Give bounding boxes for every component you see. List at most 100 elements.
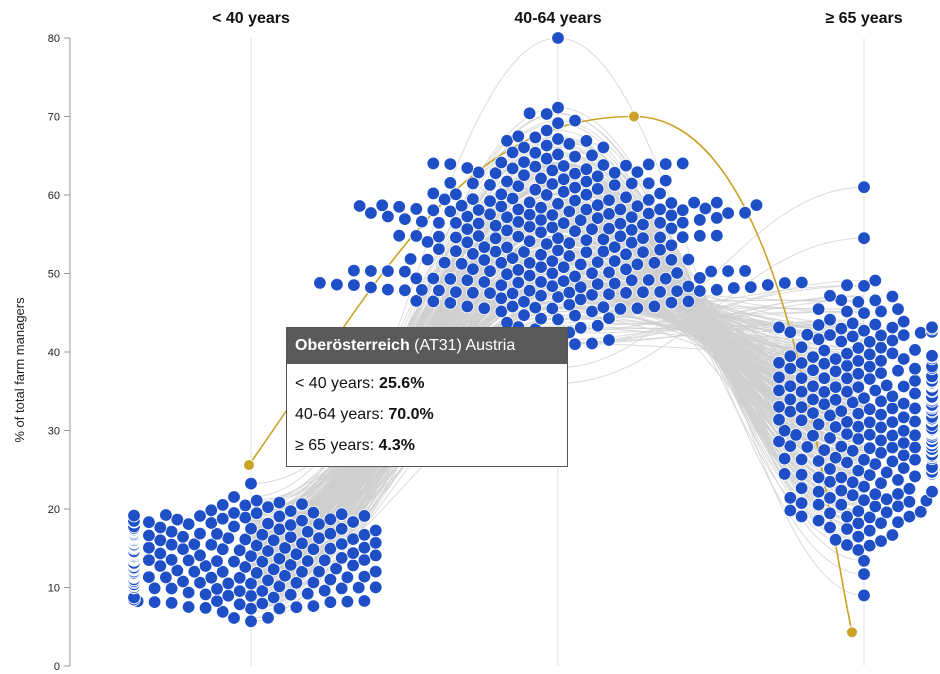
region-dot[interactable] xyxy=(164,581,179,596)
region-dot[interactable] xyxy=(794,340,809,355)
region-dot[interactable] xyxy=(840,346,854,361)
region-dot[interactable] xyxy=(545,254,560,268)
region-dot[interactable] xyxy=(181,517,196,531)
region-dot[interactable] xyxy=(664,238,679,253)
region-dot[interactable] xyxy=(885,289,900,304)
region-dot[interactable] xyxy=(449,187,463,202)
region-dot[interactable] xyxy=(568,113,582,128)
region-dot[interactable] xyxy=(557,172,571,186)
region-dot[interactable] xyxy=(619,190,633,205)
region-dot[interactable] xyxy=(880,492,894,506)
region-dot[interactable] xyxy=(454,257,469,271)
region-dot[interactable] xyxy=(522,256,537,270)
region-dot[interactable] xyxy=(596,232,611,247)
region-dot[interactable] xyxy=(789,428,803,442)
region-dot[interactable] xyxy=(834,439,849,454)
region-dot[interactable] xyxy=(613,302,628,316)
region-dot[interactable] xyxy=(420,235,435,249)
region-dot[interactable] xyxy=(874,341,888,355)
region-dot[interactable] xyxy=(823,328,837,342)
region-dot[interactable] xyxy=(232,571,247,585)
region-dot[interactable] xyxy=(794,400,809,414)
region-dot[interactable] xyxy=(284,558,298,572)
region-dot[interactable] xyxy=(874,446,888,460)
region-dot[interactable] xyxy=(863,428,877,442)
region-dot[interactable] xyxy=(772,370,786,385)
region-dot[interactable] xyxy=(925,320,939,335)
region-dot[interactable] xyxy=(443,157,458,171)
region-dot[interactable] xyxy=(244,549,258,563)
region-dot[interactable] xyxy=(619,286,633,300)
region-dot[interactable] xyxy=(551,132,565,146)
region-dot[interactable] xyxy=(426,271,441,286)
region-dot[interactable] xyxy=(840,455,854,470)
region-dot[interactable] xyxy=(221,576,236,591)
region-dot[interactable] xyxy=(863,347,877,362)
region-dot[interactable] xyxy=(540,123,554,138)
region-dot[interactable] xyxy=(153,533,168,548)
region-dot[interactable] xyxy=(261,516,275,531)
region-dot[interactable] xyxy=(381,282,395,297)
region-dot[interactable] xyxy=(636,231,650,245)
region-dot[interactable] xyxy=(238,560,253,574)
region-dot[interactable] xyxy=(897,396,911,411)
region-dot[interactable] xyxy=(557,159,571,173)
region-dot[interactable] xyxy=(562,285,577,300)
region-dot[interactable] xyxy=(625,235,639,250)
region-dot[interactable] xyxy=(772,383,786,398)
region-dot[interactable] xyxy=(528,159,543,174)
region-dot[interactable] xyxy=(127,508,141,523)
region-dot[interactable] xyxy=(840,538,854,552)
region-dot[interactable] xyxy=(806,428,820,443)
region-dot[interactable] xyxy=(426,203,441,218)
region-dot[interactable] xyxy=(568,193,582,208)
region-dot[interactable] xyxy=(534,289,548,303)
region-dot[interactable] xyxy=(318,553,332,568)
region-dot[interactable] xyxy=(846,488,860,502)
region-dot[interactable] xyxy=(874,394,888,409)
region-dot[interactable] xyxy=(613,216,628,231)
region-dot[interactable] xyxy=(306,506,321,520)
region-dot[interactable] xyxy=(460,299,475,314)
region-dot[interactable] xyxy=(828,393,843,407)
region-dot[interactable] xyxy=(164,553,179,567)
region-dot[interactable] xyxy=(164,538,179,552)
region-dot[interactable] xyxy=(897,314,911,329)
region-dot[interactable] xyxy=(908,401,922,416)
region-dot[interactable] xyxy=(579,174,594,189)
region-dot[interactable] xyxy=(783,349,798,363)
region-dot[interactable] xyxy=(198,587,213,602)
region-dot[interactable] xyxy=(159,508,173,522)
region-dot[interactable] xyxy=(483,207,497,222)
region-dot[interactable] xyxy=(329,561,343,576)
region-dot[interactable] xyxy=(772,434,786,449)
region-dot[interactable] xyxy=(874,304,888,319)
region-dot[interactable] xyxy=(522,195,537,210)
region-dot[interactable] xyxy=(891,487,905,501)
region-dot[interactable] xyxy=(591,211,605,225)
region-dot[interactable] xyxy=(840,522,854,536)
region-dot[interactable] xyxy=(517,295,531,309)
region-dot[interactable] xyxy=(817,357,832,371)
region-dot[interactable] xyxy=(443,272,458,286)
region-dot[interactable] xyxy=(846,316,860,331)
region-dot[interactable] xyxy=(477,253,492,267)
region-dot[interactable] xyxy=(364,206,378,220)
region-dot[interactable] xyxy=(664,295,679,310)
region-dot[interactable] xyxy=(579,202,594,217)
region-dot[interactable] xyxy=(313,276,327,290)
region-dot[interactable] xyxy=(381,209,395,224)
region-dot[interactable] xyxy=(488,166,503,180)
region-dot[interactable] xyxy=(147,581,162,596)
region-dot[interactable] xyxy=(398,264,412,279)
region-dot[interactable] xyxy=(596,158,611,172)
region-dot[interactable] xyxy=(681,252,696,267)
region-dot[interactable] xyxy=(357,509,372,523)
region-dot[interactable] xyxy=(602,207,616,221)
region-dot[interactable] xyxy=(210,527,224,541)
region-dot[interactable] xyxy=(902,495,917,509)
region-dot[interactable] xyxy=(494,304,509,319)
region-dot[interactable] xyxy=(880,465,894,480)
region-dot[interactable] xyxy=(505,191,520,206)
region-dot[interactable] xyxy=(306,575,321,590)
